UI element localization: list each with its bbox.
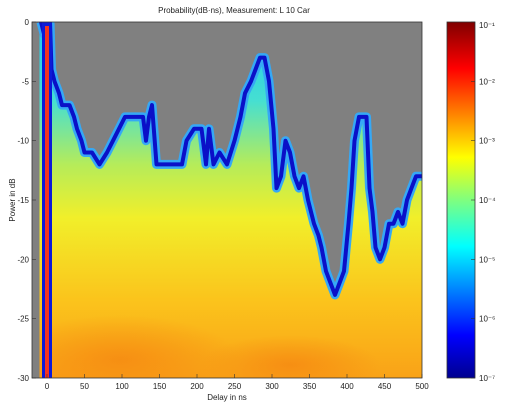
y-tick-label: -20 <box>17 255 29 264</box>
colorbar-tick-label: 10⁻¹ <box>479 21 495 30</box>
x-tick-label: 450 <box>378 382 392 391</box>
y-tick-label: 0 <box>25 18 30 27</box>
y-tick-label: -25 <box>17 315 29 324</box>
colorbar-tick-label: 10⁻⁴ <box>479 196 496 205</box>
x-axis-title: Delay in ns <box>207 393 247 402</box>
colorbar-tick-label: 10⁻² <box>479 77 495 86</box>
boundary-dark-band <box>39 22 422 297</box>
colorbar-tick-label: 10⁻³ <box>479 137 495 146</box>
x-tick-label: 50 <box>80 382 89 391</box>
x-tick-label: 300 <box>265 382 279 391</box>
x-tick-label: 500 <box>415 382 429 391</box>
x-axis: 0 50 100 150 200 250 300 350 400 450 500 <box>45 374 429 391</box>
y-tick-label: -15 <box>17 196 29 205</box>
zero-delay-spike-core <box>45 26 49 378</box>
colorbar-scale <box>446 21 476 379</box>
y-axis-title: Power in dB <box>8 178 17 221</box>
y-tick-label: -10 <box>17 137 29 146</box>
y-tick-label: -5 <box>22 77 30 86</box>
colorbar: 10⁻¹ 10⁻² 10⁻³ 10⁻⁴ 10⁻⁵ 10⁻⁶ 10⁻⁷ <box>446 21 496 383</box>
plot-area <box>32 22 422 378</box>
colorbar-tick-label: 10⁻⁷ <box>479 374 495 383</box>
x-tick-label: 350 <box>303 382 317 391</box>
y-axis: 0 -5 -10 -15 -20 -25 -30 <box>17 18 36 383</box>
colorbar-tick-label: 10⁻⁵ <box>479 255 495 264</box>
y-tick-label: -30 <box>17 374 29 383</box>
colorbar-tick-label: 10⁻⁶ <box>479 315 495 324</box>
x-tick-label: 250 <box>228 382 242 391</box>
chart-title: Probability(dB·ns), Measurement: L 10 Ca… <box>158 6 310 15</box>
x-tick-label: 400 <box>340 382 354 391</box>
colorbar-ticks: 10⁻¹ 10⁻² 10⁻³ 10⁻⁴ 10⁻⁵ 10⁻⁶ 10⁻⁷ <box>471 21 496 383</box>
x-tick-label: 150 <box>153 382 167 391</box>
x-tick-label: 200 <box>190 382 204 391</box>
x-tick-label: 0 <box>45 382 50 391</box>
x-tick-label: 100 <box>115 382 129 391</box>
